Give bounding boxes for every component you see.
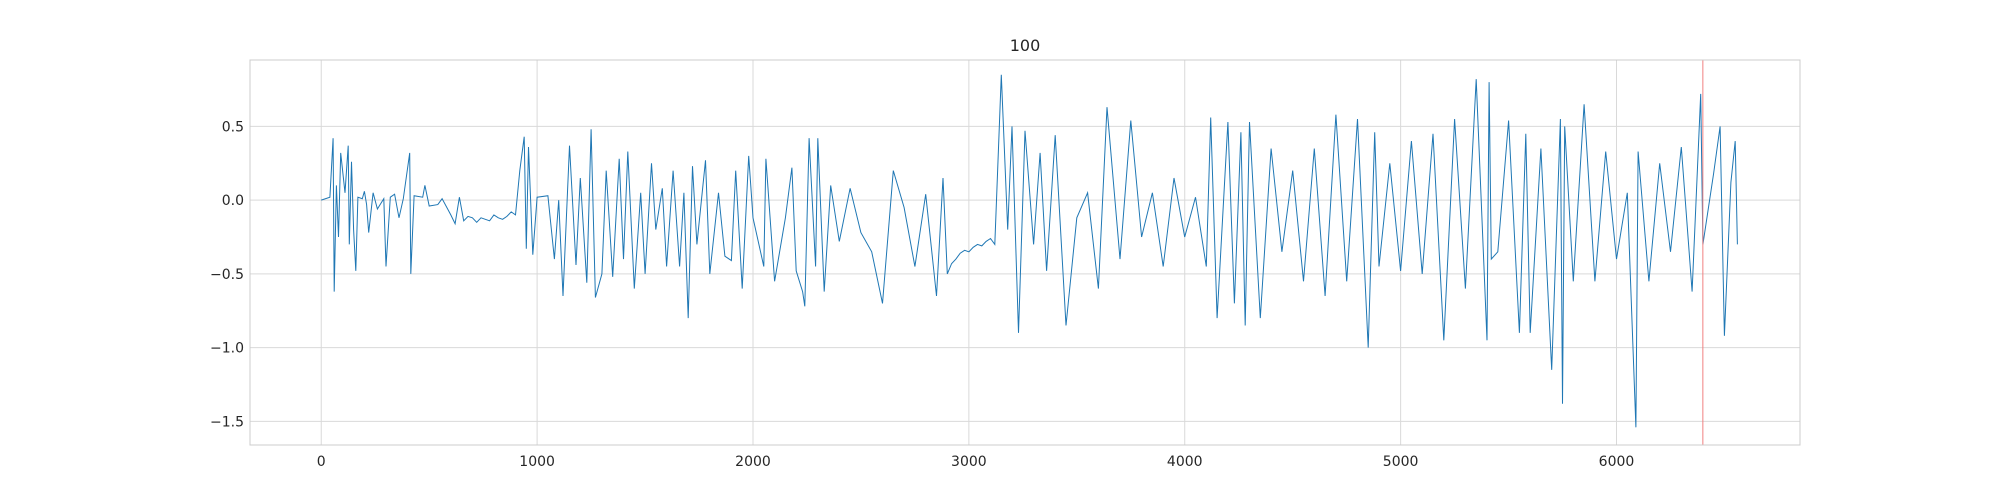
x-tick-label: 4000 (1167, 454, 1203, 470)
y-tick-label: 0.5 (222, 119, 244, 135)
y-tick-label: −1.5 (210, 414, 244, 430)
x-axis-ticks: 0 1000 2000 3000 4000 5000 6000 (317, 454, 1635, 470)
y-tick-label: 0.0 (222, 193, 244, 209)
x-tick-label: 1000 (519, 454, 555, 470)
x-tick-label: 3000 (951, 454, 987, 470)
y-axis-ticks: −1.5 −1.0 −0.5 0.0 0.5 (210, 119, 244, 430)
x-tick-label: 5000 (1383, 454, 1419, 470)
gridlines (250, 60, 1800, 445)
series-line-0 (321, 74, 1738, 428)
y-tick-label: −0.5 (210, 267, 244, 283)
y-tick-label: −1.0 (210, 341, 244, 357)
x-tick-label: 0 (317, 454, 326, 470)
x-tick-label: 6000 (1599, 454, 1635, 470)
data-series (321, 74, 1738, 428)
plot-frame (249, 59, 1801, 446)
chart-title: 100 (1010, 36, 1041, 55)
x-tick-label: 2000 (735, 454, 771, 470)
